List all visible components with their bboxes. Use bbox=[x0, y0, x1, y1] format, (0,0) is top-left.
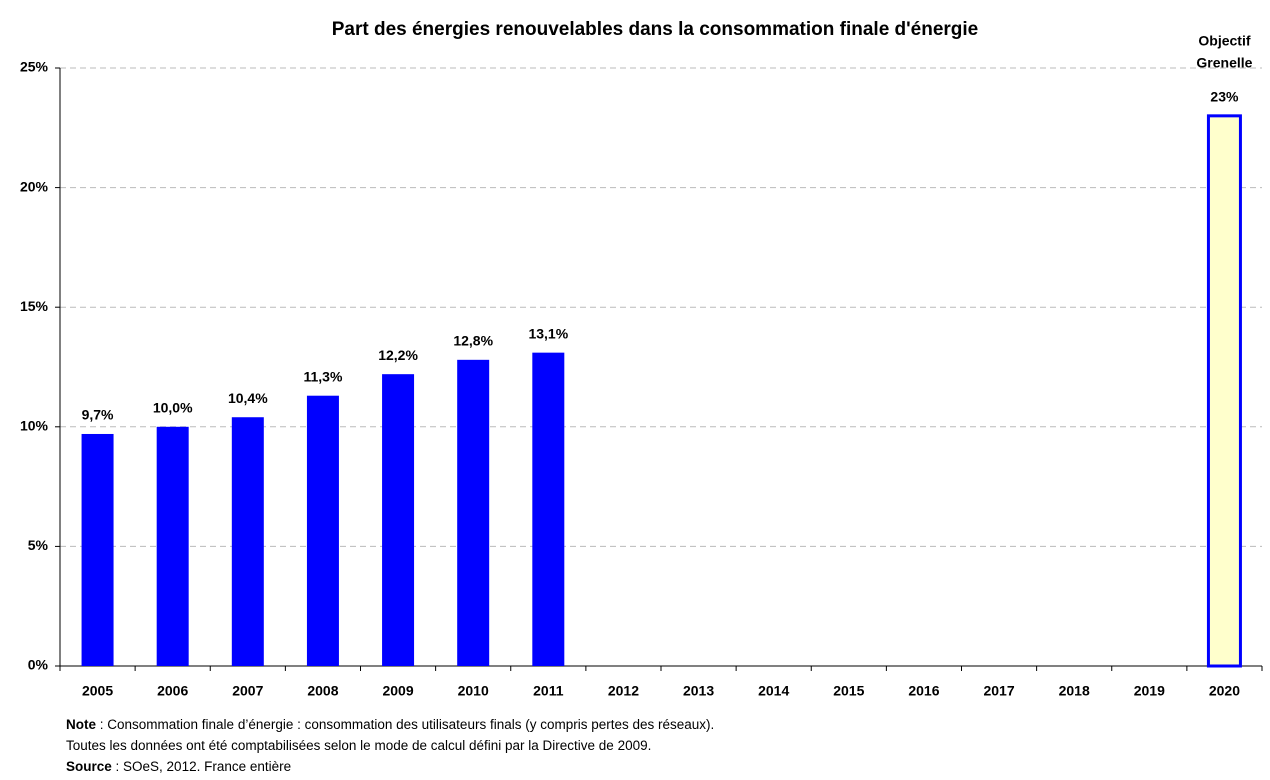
x-tick-label: 2020 bbox=[1209, 683, 1240, 699]
y-tick-label: 25% bbox=[20, 59, 49, 75]
note-label: Note bbox=[66, 717, 96, 732]
y-tick-label: 0% bbox=[28, 657, 49, 673]
x-tick-label: 2015 bbox=[833, 683, 864, 699]
data-label: 10,4% bbox=[228, 390, 268, 406]
note-text: Toutes les données ont été comptabilisée… bbox=[66, 738, 652, 753]
notes: Note : Consommation finale d’énergie : c… bbox=[66, 714, 714, 777]
bar bbox=[1206, 114, 1242, 668]
y-tick-label: 10% bbox=[20, 418, 49, 434]
x-tick-label: 2010 bbox=[458, 683, 489, 699]
x-tick-label: 2012 bbox=[608, 683, 639, 699]
data-label: 10,0% bbox=[153, 400, 193, 416]
bar bbox=[457, 359, 490, 666]
note-line: Source : SOeS, 2012. France entière bbox=[66, 756, 714, 777]
data-label: 11,3% bbox=[303, 368, 342, 384]
bar bbox=[532, 352, 565, 666]
x-tick-label: 2006 bbox=[157, 683, 188, 699]
note-text: : SOeS, 2012. France entière bbox=[111, 759, 292, 774]
x-tick-label: 2016 bbox=[908, 683, 939, 699]
x-tick-label: 2013 bbox=[683, 683, 714, 699]
x-tick-label: 2007 bbox=[232, 683, 263, 699]
note-label: Source bbox=[66, 759, 112, 774]
note-line: Toutes les données ont été comptabilisée… bbox=[66, 735, 714, 756]
data-label: 9,7% bbox=[82, 407, 114, 423]
data-label: 13,1% bbox=[528, 325, 568, 341]
x-tick-label: 2005 bbox=[82, 683, 113, 699]
annotation: Objectif bbox=[1198, 33, 1250, 49]
x-tick-label: 2017 bbox=[983, 683, 1014, 699]
note-line: Note : Consommation finale d’énergie : c… bbox=[66, 714, 714, 735]
y-tick-label: 20% bbox=[20, 178, 49, 194]
chart-title: Part des énergies renouvelables dans la … bbox=[332, 19, 979, 40]
bar bbox=[306, 395, 339, 666]
note-text: : Consommation finale d’énergie : consom… bbox=[96, 717, 715, 732]
data-label: 12,2% bbox=[378, 347, 418, 363]
bar bbox=[81, 433, 114, 666]
y-tick-label: 5% bbox=[28, 537, 49, 553]
x-tick-label: 2008 bbox=[307, 683, 338, 699]
data-label: 12,8% bbox=[453, 333, 493, 349]
x-tick-label: 2014 bbox=[758, 683, 789, 699]
annotation: Grenelle bbox=[1196, 55, 1252, 71]
x-tick-label: 2009 bbox=[382, 683, 413, 699]
x-tick-label: 2011 bbox=[533, 683, 564, 699]
y-tick-label: 15% bbox=[20, 298, 49, 314]
x-tick-label: 2018 bbox=[1059, 683, 1090, 699]
bar bbox=[382, 374, 415, 666]
x-tick-label: 2019 bbox=[1134, 683, 1165, 699]
bar bbox=[156, 426, 189, 666]
bar bbox=[231, 417, 264, 666]
data-label: 23% bbox=[1210, 89, 1239, 105]
chart: Part des énergies renouvelables dans la … bbox=[20, 19, 1263, 699]
